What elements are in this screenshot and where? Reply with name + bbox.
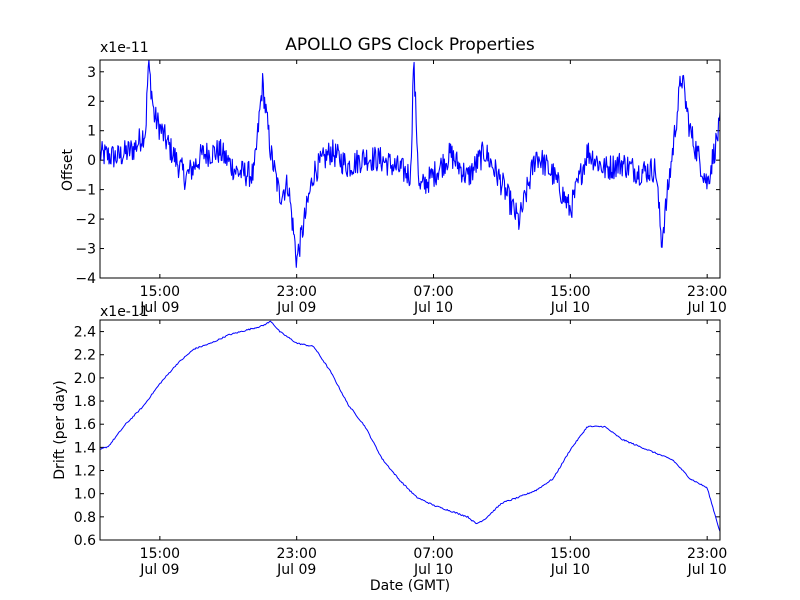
offset-x-tick-label-date: Jul 09 xyxy=(139,300,179,316)
offset-y-tick-label: 1 xyxy=(87,124,96,140)
drift-x-tick-label-date: Jul 10 xyxy=(687,562,727,578)
offset-y-tick-label: −3 xyxy=(75,242,96,258)
drift-x-tick-label-date: Jul 09 xyxy=(276,562,316,578)
drift-y-multiplier: x1e-11 xyxy=(100,304,149,320)
offset-x-tick-label-time: 15:00 xyxy=(550,284,590,300)
offset-y-tick-label: 2 xyxy=(87,94,96,110)
drift-series-line xyxy=(99,320,721,532)
drift-panel: x1e-11 Drift (per day) Date (GMT) 0.6 0.8… xyxy=(52,304,727,594)
offset-x-tick-label-time: 07:00 xyxy=(413,284,453,300)
drift-x-axis-label: Date (GMT) xyxy=(370,578,450,594)
drift-y-tick-label: 0.6 xyxy=(74,533,96,549)
offset-x-tick-label-date: Jul 10 xyxy=(687,300,727,316)
offset-x-tick-label-date: Jul 10 xyxy=(550,300,590,316)
drift-x-tick-label-time: 15:00 xyxy=(140,546,180,562)
drift-y-tick-label: 2.4 xyxy=(74,325,96,341)
drift-x-tick-label-date: Jul 10 xyxy=(413,562,453,578)
offset-y-axis-label: Offset xyxy=(60,148,76,191)
drift-y-tick-label: 1.0 xyxy=(74,487,96,503)
drift-plot-frame xyxy=(99,319,721,541)
drift-y-tick-label: 1.6 xyxy=(74,417,96,433)
drift-x-tick-label-time: 15:00 xyxy=(550,546,590,562)
offset-series-line xyxy=(99,59,721,268)
drift-y-tick-label: 2.0 xyxy=(74,371,96,387)
chart-title: APOLLO GPS Clock Properties xyxy=(285,35,535,55)
drift-x-tick-label-date: Jul 09 xyxy=(139,562,179,578)
offset-x-tick-label-time: 15:00 xyxy=(140,284,180,300)
offset-y-tick-label: −2 xyxy=(75,212,96,228)
drift-x-tick-label-date: Jul 10 xyxy=(550,562,590,578)
offset-x-tick-label-time: 23:00 xyxy=(277,284,317,300)
drift-y-tick-label: 2.2 xyxy=(74,348,96,364)
offset-x-tick-label-date: Jul 09 xyxy=(276,300,316,316)
drift-x-tick-label-time: 07:00 xyxy=(413,546,453,562)
drift-y-tick-label: 1.4 xyxy=(74,440,96,456)
offset-x-tick-label-date: Jul 10 xyxy=(413,300,453,316)
offset-y-tick-label: −4 xyxy=(75,271,96,287)
drift-y-axis-label: Drift (per day) xyxy=(52,380,68,479)
drift-series xyxy=(99,320,721,532)
offset-y-tick-label: −1 xyxy=(75,183,96,199)
drift-y-tick-label: 1.2 xyxy=(74,464,96,480)
offset-plot-frame xyxy=(99,59,721,279)
drift-y-tick-label: 0.8 xyxy=(74,510,96,526)
offset-y-tick-label: 3 xyxy=(87,65,96,81)
offset-y-multiplier: x1e-11 xyxy=(100,40,149,56)
drift-x-tick-label-time: 23:00 xyxy=(687,546,727,562)
offset-series xyxy=(99,59,721,268)
offset-y-tick-label: 0 xyxy=(87,153,96,169)
drift-y-tick-label: 1.8 xyxy=(74,394,96,410)
drift-x-tick-label-time: 23:00 xyxy=(277,546,317,562)
offset-x-tick-label-time: 23:00 xyxy=(687,284,727,300)
